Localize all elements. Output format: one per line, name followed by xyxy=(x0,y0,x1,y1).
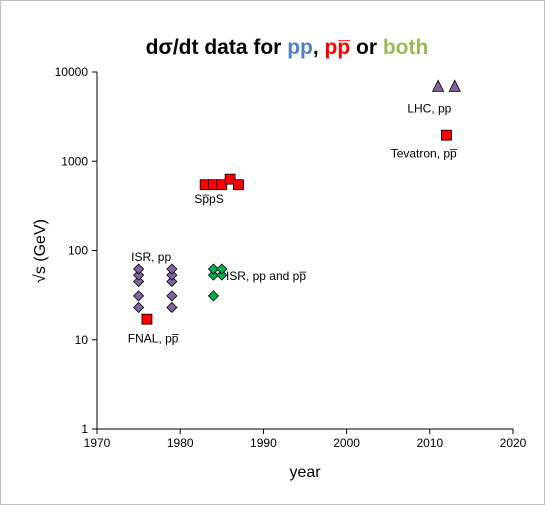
diamond-marker xyxy=(133,269,145,281)
x-tick-label: 1980 xyxy=(167,436,194,450)
title-part-5: both xyxy=(383,36,428,59)
x-tick-label: 2010 xyxy=(416,436,443,450)
square-marker xyxy=(141,313,153,325)
annotation-label: Sp̅pS xyxy=(194,192,223,206)
x-tick-label: 1990 xyxy=(250,436,277,450)
y-tick-label: 10000 xyxy=(55,65,89,79)
diamond-marker xyxy=(133,301,145,314)
annotation-label: ISR, pp xyxy=(131,250,171,264)
title-part-0: dσ/dt data for xyxy=(146,36,288,59)
triangle-marker xyxy=(448,79,461,92)
diamond-marker xyxy=(133,275,145,288)
y-tick-label: 10 xyxy=(75,333,89,347)
diamond-marker xyxy=(166,263,178,275)
title-part-2: , xyxy=(313,36,325,59)
annotations: ISR, pp FNAL, pp̅ Sp̅pS ISR, pp and pp̅ LHC,… xyxy=(128,102,458,346)
square-marker xyxy=(216,179,228,191)
chart-title: dσ/dt data for pp, pp̅ or both xyxy=(146,36,429,59)
square-marker xyxy=(224,173,236,185)
y-tick-label: 1000 xyxy=(61,154,88,168)
axes xyxy=(92,71,514,434)
diamond-marker xyxy=(133,290,145,302)
square-marker xyxy=(441,129,452,141)
diamond-marker xyxy=(207,269,220,281)
diamond-marker xyxy=(216,263,228,275)
diamond-marker xyxy=(166,275,178,288)
triangle-marker xyxy=(431,79,445,92)
title-part-1: pp xyxy=(287,36,313,59)
x-tick-label: 2020 xyxy=(500,436,527,450)
square-marker xyxy=(233,179,244,191)
diamond-marker xyxy=(166,269,178,281)
diamond-marker xyxy=(216,269,228,281)
annotation-label: LHC, pp xyxy=(407,102,451,116)
diamond-marker xyxy=(166,301,178,314)
tick-labels: 1970 1980 1990 2000 2010 2020 1 10 100 1000 10000 xyxy=(55,65,527,450)
diamond-marker xyxy=(166,290,178,302)
y-tick-label: 100 xyxy=(68,244,88,258)
annotation-label: FNAL, pp̅ xyxy=(128,332,180,346)
diamond-marker xyxy=(207,290,220,302)
title-part-3: pp̅ xyxy=(325,36,351,59)
x-tick-label: 2000 xyxy=(333,436,360,450)
data-markers xyxy=(133,79,461,325)
y-tick-label: 1 xyxy=(81,422,88,436)
x-tick-label: 1970 xyxy=(84,436,111,450)
x-axis-label: year xyxy=(289,464,321,481)
y-axis-label: √s (GeV) xyxy=(32,219,49,283)
annotation-label: Tevatron, pp̅ xyxy=(391,147,458,161)
diamond-marker xyxy=(207,263,220,275)
annotation-label: ISR, pp and pp̅ xyxy=(226,269,307,283)
diamond-marker xyxy=(133,263,145,275)
title-part-4: or xyxy=(350,36,383,59)
